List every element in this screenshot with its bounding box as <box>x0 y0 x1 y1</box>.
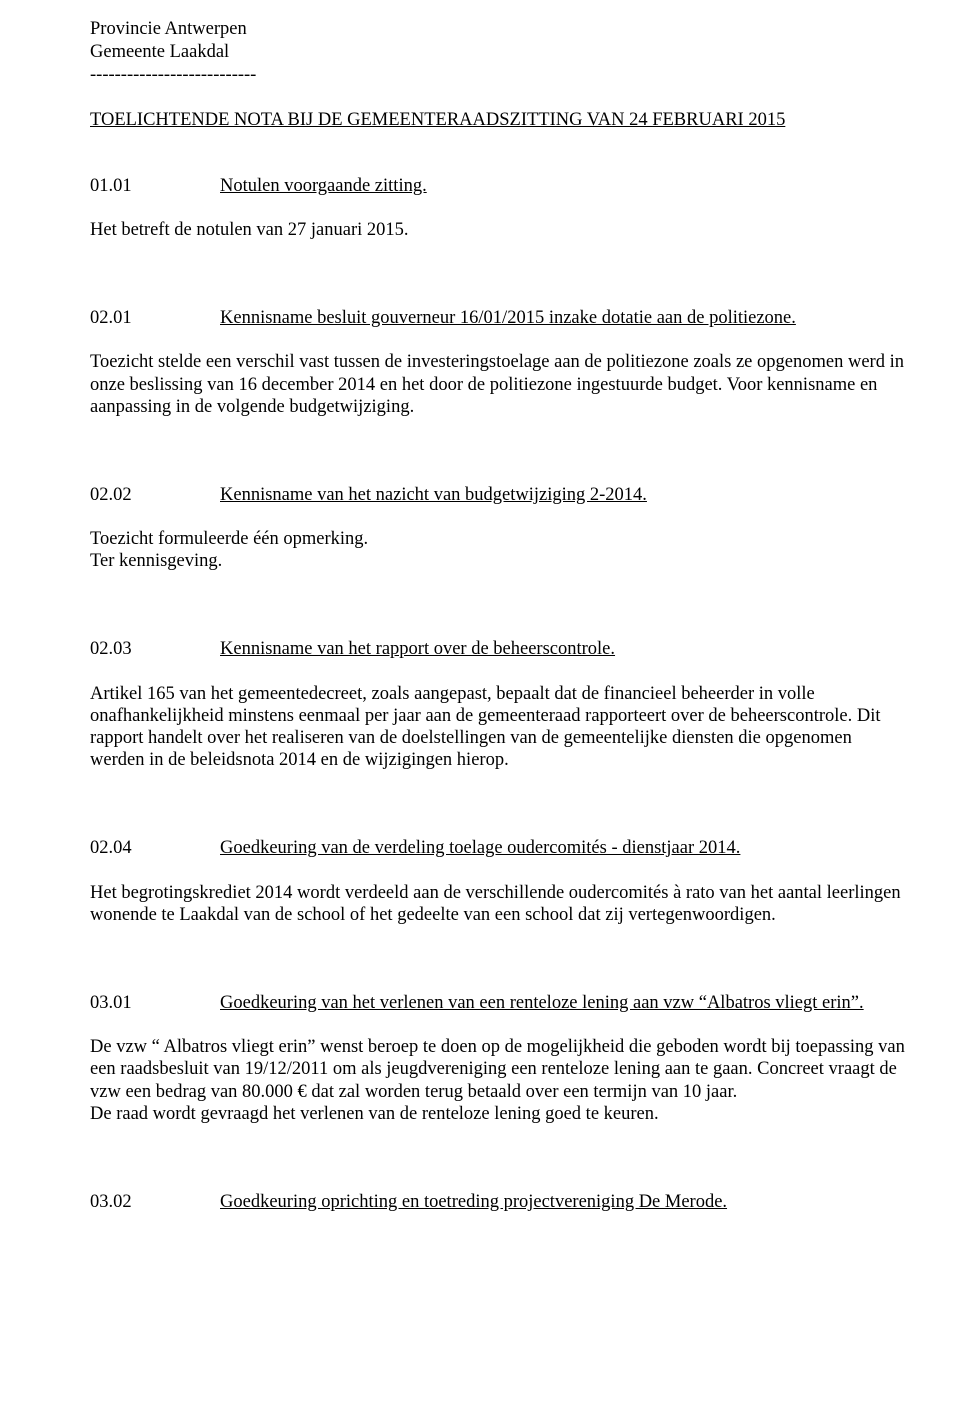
item-number: 01.01 <box>90 175 220 197</box>
item-body: Toezicht stelde een verschil vast tussen… <box>90 351 910 418</box>
item-title: Goedkeuring van het verlenen van een ren… <box>220 992 864 1014</box>
item-title: Goedkeuring van de verdeling toelage oud… <box>220 837 740 859</box>
header-municipality: Gemeente Laakdal <box>90 41 910 63</box>
item-number: 02.04 <box>90 837 220 859</box>
document-title: TOELICHTENDE NOTA BIJ DE GEMEENTERAADSZI… <box>90 109 910 131</box>
agenda-item: 03.02 Goedkeuring oprichting en toetredi… <box>90 1191 910 1213</box>
item-body: Artikel 165 van het gemeentedecreet, zoa… <box>90 683 910 772</box>
item-number: 03.02 <box>90 1191 220 1213</box>
item-body: Het betreft de notulen van 27 januari 20… <box>90 219 910 241</box>
agenda-item: 02.02 Kennisname van het nazicht van bud… <box>90 484 910 506</box>
item-body: De vzw “ Albatros vliegt erin” wenst ber… <box>90 1036 910 1103</box>
item-number: 02.01 <box>90 307 220 329</box>
agenda-item: 02.03 Kennisname van het rapport over de… <box>90 638 910 660</box>
header-divider: --------------------------- <box>90 64 910 86</box>
agenda-item: 01.01 Notulen voorgaande zitting. <box>90 175 910 197</box>
item-title: Kennisname van het nazicht van budgetwij… <box>220 484 647 506</box>
item-title: Kennisname van het rapport over de behee… <box>220 638 615 660</box>
item-body: Het begrotingskrediet 2014 wordt verdeel… <box>90 882 910 926</box>
agenda-item: 03.01 Goedkeuring van het verlenen van e… <box>90 992 910 1014</box>
agenda-item: 02.04 Goedkeuring van de verdeling toela… <box>90 837 910 859</box>
agenda-item: 02.01 Kennisname besluit gouverneur 16/0… <box>90 307 910 329</box>
item-body: Toezicht formuleerde één opmerking. <box>90 528 910 550</box>
item-title: Notulen voorgaande zitting. <box>220 175 427 197</box>
item-number: 03.01 <box>90 992 220 1014</box>
item-title: Kennisname besluit gouverneur 16/01/2015… <box>220 307 796 329</box>
item-number: 02.02 <box>90 484 220 506</box>
item-title: Goedkeuring oprichting en toetreding pro… <box>220 1191 727 1213</box>
item-body: Ter kennisgeving. <box>90 550 910 572</box>
item-body: De raad wordt gevraagd het verlenen van … <box>90 1103 910 1125</box>
item-number: 02.03 <box>90 638 220 660</box>
header-province: Provincie Antwerpen <box>90 18 910 40</box>
